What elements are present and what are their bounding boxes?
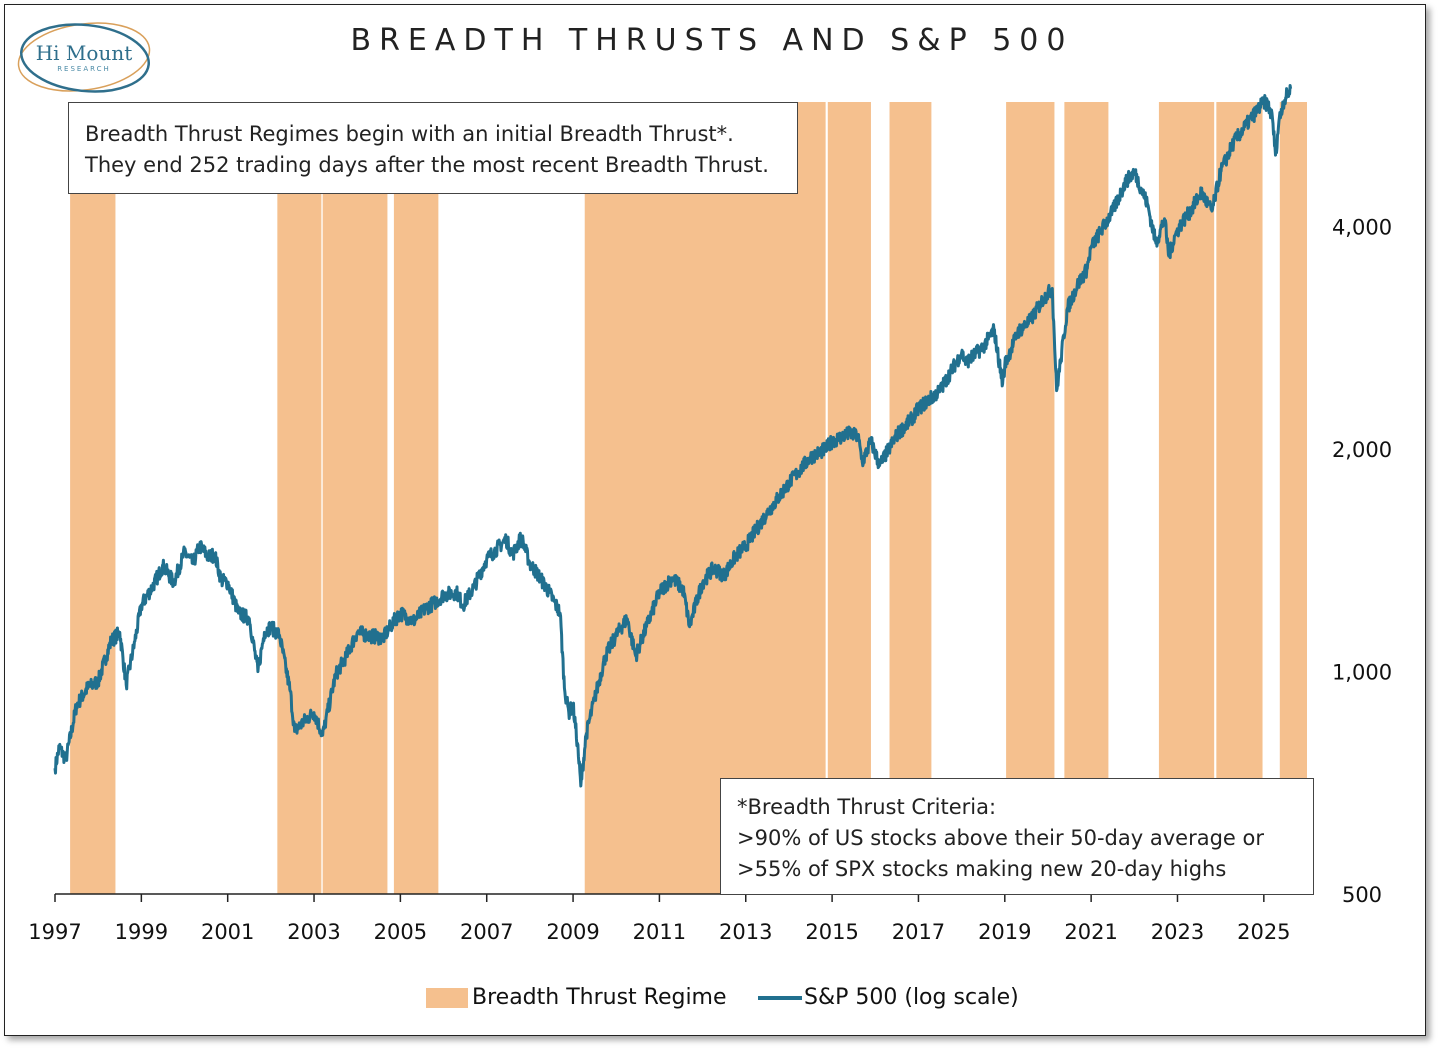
- x-tick-label-2009: 2009: [546, 920, 599, 944]
- criteria-line-1: >90% of US stocks above their 50-day ave…: [737, 826, 1264, 850]
- legend-swatch-regime: [426, 987, 468, 1008]
- regime-band-4: [584, 102, 826, 894]
- regime-band-9: [1158, 102, 1215, 894]
- regime-band-2: [322, 102, 388, 894]
- criteria-annotation-box: *Breadth Thrust Criteria: >90% of US sto…: [720, 778, 1314, 895]
- x-tick-label-2005: 2005: [374, 920, 427, 944]
- regime-band-11: [1279, 102, 1307, 894]
- criteria-line-2: >55% of SPX stocks making new 20-day hig…: [737, 857, 1227, 881]
- y-tick-label-500: 500: [1342, 883, 1382, 907]
- x-tick-label-2011: 2011: [633, 920, 686, 944]
- regime-band-0: [70, 102, 116, 894]
- x-tick-label-2015: 2015: [805, 920, 858, 944]
- regime-band-6: [889, 102, 932, 894]
- y-tick-label-1000: 1,000: [1332, 661, 1392, 685]
- regime-bands: [70, 102, 1307, 894]
- logo-main-text: Hi Mount: [36, 41, 133, 65]
- regime-band-5: [827, 102, 871, 894]
- x-tick-label-2001: 2001: [201, 920, 254, 944]
- logo-sub-text: RESEARCH: [57, 65, 111, 73]
- x-tick-label-2019: 2019: [978, 920, 1031, 944]
- x-axis: 1997 1999 2001 2003 2005 2007 2009 2011 2013 2015…: [28, 893, 1307, 944]
- x-tick-label-2021: 2021: [1064, 920, 1117, 944]
- regime-band-7: [1006, 102, 1055, 894]
- chart-title: BREADTH THRUSTS AND S&P 500: [351, 23, 1074, 58]
- top-annotation-line-2: They end 252 trading days after the most…: [85, 153, 769, 177]
- y-axis: 500 1,000 2,000 4,000: [1332, 216, 1392, 907]
- logo: Hi Mount RESEARCH: [17, 22, 151, 93]
- legend-swatch-sp500: [758, 995, 802, 1000]
- y-tick-label-4000: 4,000: [1332, 216, 1392, 240]
- top-annotation-line-1: Breadth Thrust Regimes begin with an ini…: [85, 122, 734, 146]
- x-tick-label-1999: 1999: [115, 920, 168, 944]
- legend-label-regime: Breadth Thrust Regime: [472, 985, 727, 1010]
- regime-band-3: [393, 102, 439, 894]
- legend-item-sp500: S&P 500 (log scale): [758, 985, 1019, 1010]
- regime-band-1: [277, 102, 322, 894]
- regime-band-10: [1216, 102, 1263, 894]
- criteria-heading: *Breadth Thrust Criteria:: [737, 795, 997, 819]
- x-tick-label-2013: 2013: [719, 920, 772, 944]
- x-tick-label-1997: 1997: [28, 920, 81, 944]
- x-tick-label-2007: 2007: [460, 920, 513, 944]
- y-tick-label-2000: 2,000: [1332, 438, 1392, 462]
- x-tick-label-2003: 2003: [287, 920, 340, 944]
- sp500-line: [53, 84, 1293, 788]
- top-annotation-box: Breadth Thrust Regimes begin with an ini…: [68, 102, 798, 194]
- x-tick-label-2025: 2025: [1237, 920, 1290, 944]
- legend-item-regime: Breadth Thrust Regime: [426, 985, 727, 1010]
- x-tick-label-2023: 2023: [1151, 920, 1204, 944]
- x-tick-label-2017: 2017: [892, 920, 945, 944]
- legend-label-sp500: S&P 500 (log scale): [804, 985, 1019, 1010]
